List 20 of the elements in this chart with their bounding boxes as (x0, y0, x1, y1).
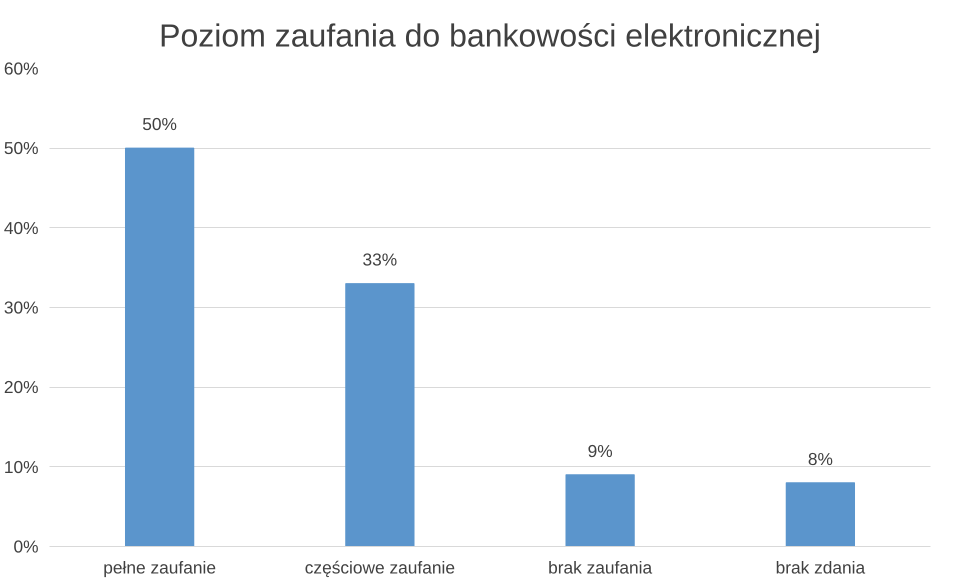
y-tick-label: 0% (13, 536, 38, 556)
bar (565, 474, 635, 546)
y-tick-label: 40% (4, 218, 39, 238)
data-label: 9% (588, 440, 613, 461)
x-tick-label: brak zaufania (548, 558, 653, 578)
y-tick-label: 30% (4, 298, 39, 318)
y-tick-label: 20% (4, 377, 39, 398)
bar (124, 148, 194, 546)
x-tick-label: pełne zaufanie (103, 558, 216, 578)
data-label: 50% (142, 114, 177, 134)
data-label: 8% (808, 448, 833, 469)
bar (345, 283, 415, 546)
data-label: 33% (362, 250, 398, 270)
x-tick-label: częściowe zaufanie (304, 558, 456, 578)
x-tick-label: brak zdania (776, 558, 866, 578)
bar (786, 482, 856, 546)
y-tick-label: 10% (4, 456, 39, 477)
y-tick-label: 50% (4, 138, 39, 158)
chart-title: Poziom zaufania do bankowości elektronicznej (159, 18, 821, 54)
y-tick-label: 60% (4, 58, 39, 78)
